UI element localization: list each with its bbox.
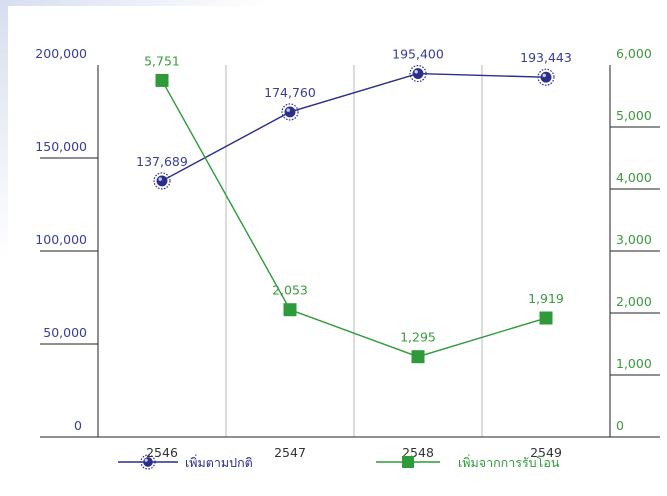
- right-tick-label: 3,000: [616, 232, 652, 247]
- series-layer: 137,689 174,760 195,400 193,443 5,751 2,053 1,…: [136, 47, 572, 364]
- right-tick-label: 1,000: [616, 356, 652, 371]
- left-tick-label: 0: [74, 418, 82, 433]
- series-point-marker: [537, 68, 555, 86]
- series-point-marker: [411, 350, 425, 364]
- data-label: 5,751: [144, 53, 180, 68]
- series-2: 5,751 2,053 1,295 1,919: [144, 53, 564, 364]
- series-point-marker: [539, 311, 553, 325]
- series-point-marker: [402, 456, 414, 468]
- left-axis-ticks: 0 50,000 100,000 150,000 200,000: [35, 46, 98, 433]
- left-tick-label: 150,000: [35, 139, 87, 154]
- series-point-marker: [409, 64, 427, 83]
- legend: เพิ่มตามปกติ เพิ่มจากการรับโอน: [118, 454, 560, 470]
- legend-item-1: เพิ่มตามปกติ: [118, 454, 253, 470]
- data-label: 174,760: [264, 85, 316, 100]
- x-tick-label: 2549: [530, 445, 562, 460]
- right-tick-label: 4,000: [616, 170, 652, 185]
- right-tick-label: 6,000: [616, 46, 652, 61]
- series-line: [161, 80, 547, 358]
- data-label: 1,919: [528, 291, 564, 306]
- x-tick-label: 2547: [274, 445, 306, 460]
- right-tick-label: 0: [616, 418, 624, 433]
- decor-top-band: [0, 0, 270, 6]
- legend-label: เพิ่มจากการรับโอน: [458, 454, 560, 470]
- series-point-marker: [155, 73, 169, 87]
- left-tick-label: 50,000: [43, 325, 87, 340]
- decor-left-band: [0, 0, 8, 260]
- series-point-marker: [283, 303, 297, 317]
- data-label: 193,443: [520, 50, 572, 65]
- series-point-marker: [281, 103, 299, 121]
- legend-label: เพิ่มตามปกติ: [185, 454, 253, 470]
- x-tick-label: 2546: [146, 445, 178, 460]
- series-point-marker: [153, 172, 171, 190]
- left-tick-label: 100,000: [35, 232, 87, 247]
- right-tick-label: 5,000: [616, 108, 652, 123]
- right-axis-ticks: 0 1,000 2,000 3,000 4,000 5,000 6,000: [610, 46, 660, 433]
- data-label: 2,053: [272, 283, 308, 298]
- left-tick-label: 200,000: [35, 46, 87, 61]
- series-1: 137,689 174,760 195,400 193,443: [136, 47, 572, 190]
- legend-item-2: เพิ่มจากการรับโอน: [376, 454, 560, 470]
- series-line: [161, 72, 547, 182]
- series-point-marker: [140, 454, 156, 470]
- data-label: 195,400: [392, 47, 444, 62]
- plot-frame: [40, 65, 660, 438]
- data-label: 137,689: [136, 154, 188, 169]
- data-label: 1,295: [400, 330, 436, 345]
- right-tick-label: 2,000: [616, 294, 652, 309]
